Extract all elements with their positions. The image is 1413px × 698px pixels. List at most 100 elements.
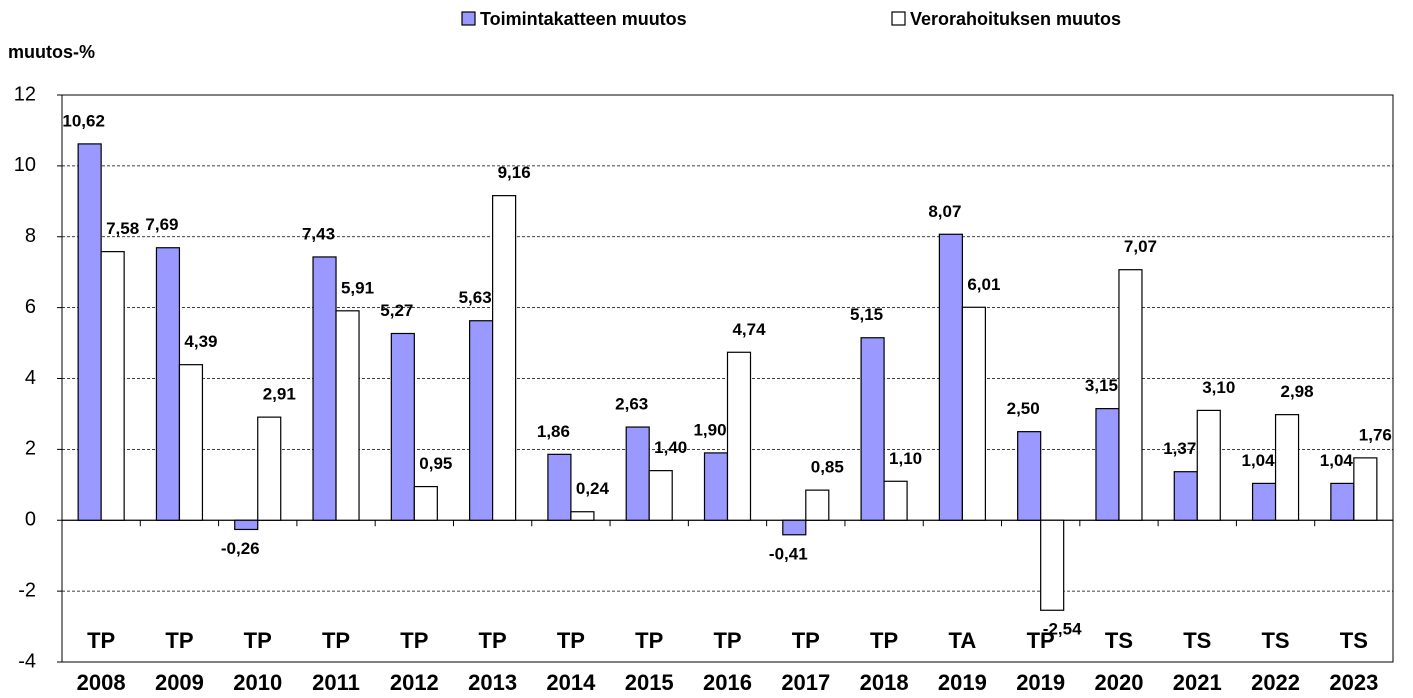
x-tick-type: TS (1183, 628, 1211, 653)
value-label: 1,76 (1359, 425, 1392, 444)
value-label: 1,86 (537, 422, 570, 441)
value-label: 5,91 (341, 278, 374, 297)
value-label: 4,74 (732, 320, 766, 339)
x-tick-label: 2012 (390, 670, 439, 695)
bar (390, 332, 415, 521)
value-label: 7,58 (106, 219, 139, 238)
value-label: 3,15 (1085, 376, 1118, 395)
bar (1118, 269, 1143, 521)
bar (938, 233, 963, 521)
value-label: 2,91 (263, 385, 296, 404)
value-label: 1,90 (693, 420, 726, 439)
bar (1095, 408, 1120, 521)
bar (155, 247, 181, 521)
value-label: 0,85 (811, 458, 844, 477)
x-tick-label: 2021 (1173, 670, 1222, 695)
legend-label: Toimintakatteen muutos (480, 9, 687, 29)
bar (1353, 457, 1378, 521)
bar (547, 453, 572, 521)
bar (469, 320, 494, 521)
x-tick-label: 2014 (546, 670, 596, 695)
x-tick-type: TP (400, 628, 428, 653)
bar (1017, 431, 1042, 521)
x-tick-label: 2019 (1016, 670, 1065, 695)
x-tick-label: 2019 (938, 670, 987, 695)
bar (77, 143, 102, 521)
bar (492, 195, 517, 521)
value-label: 9,16 (498, 163, 531, 182)
x-tick-type: TP (557, 628, 585, 653)
y-tick-label: 2 (25, 438, 36, 460)
value-label: -0,26 (221, 539, 260, 558)
bar (883, 480, 908, 521)
value-label: -2,54 (1043, 620, 1082, 639)
bar (726, 351, 752, 521)
bar (1330, 482, 1355, 521)
x-tick-type: TP (322, 628, 350, 653)
value-label: 1,40 (654, 438, 687, 457)
bar (178, 364, 204, 521)
y-tick-label: 10 (14, 154, 36, 176)
x-tick-label: 2010 (233, 670, 282, 695)
value-label: 2,50 (1007, 399, 1040, 418)
y-tick-label: 6 (25, 296, 36, 318)
bar (1040, 519, 1065, 611)
y-tick-label: 4 (25, 367, 36, 389)
value-label: 1,37 (1163, 439, 1196, 458)
bar (257, 416, 282, 521)
bar (234, 519, 259, 531)
x-tick-type: TP (1027, 628, 1055, 653)
value-label: 1,04 (1320, 451, 1354, 470)
x-tick-type: TP (792, 628, 820, 653)
bar (570, 511, 595, 521)
x-tick-type: TP (870, 628, 898, 653)
x-tick-type: TP (635, 628, 663, 653)
x-tick-label: 2022 (1251, 670, 1300, 695)
x-tick-label: 2020 (1094, 670, 1143, 695)
value-label: 5,27 (380, 301, 413, 320)
value-label: 1,04 (1242, 451, 1276, 470)
bar (312, 256, 337, 521)
bar (1274, 414, 1300, 521)
value-label: 4,39 (184, 332, 217, 351)
bar (860, 337, 885, 521)
y-tick-label: -2 (18, 579, 36, 601)
x-tick-type: TP (87, 628, 115, 653)
value-label: 7,07 (1124, 237, 1157, 256)
x-tick-type: TP (713, 628, 741, 653)
y-tick-label: -4 (18, 650, 36, 672)
value-label: 1,10 (889, 449, 922, 468)
value-label: 10,62 (62, 111, 105, 130)
bar (782, 519, 807, 536)
bar (625, 426, 650, 521)
x-tick-type: TP (244, 628, 272, 653)
x-tick-label: 2013 (468, 670, 517, 695)
y-axis-label: muutos-% (8, 42, 95, 62)
value-label: 5,15 (850, 305, 883, 324)
x-tick-label: 2016 (703, 670, 752, 695)
value-label: 2,98 (1281, 382, 1314, 401)
y-tick-label: 12 (14, 83, 36, 105)
bar (1173, 471, 1198, 521)
x-tick-label: 2008 (77, 670, 126, 695)
x-tick-label: 2017 (781, 670, 830, 695)
bar (1251, 482, 1277, 521)
x-tick-type: TP (479, 628, 507, 653)
value-label: 8,07 (928, 202, 961, 221)
x-tick-type: TS (1340, 628, 1368, 653)
legend-swatch (891, 11, 906, 26)
value-label: 5,63 (459, 288, 492, 307)
x-tick-label: 2009 (155, 670, 204, 695)
value-label: 0,24 (576, 479, 610, 498)
value-label: -0,41 (769, 544, 808, 563)
x-tick-type: TA (949, 628, 977, 653)
x-tick-type: TP (165, 628, 193, 653)
bar (648, 470, 673, 521)
x-tick-label: 2018 (860, 670, 909, 695)
legend-label: Verorahoituksen muutos (910, 9, 1121, 29)
bar (805, 489, 830, 521)
legend-swatch (461, 11, 476, 26)
bar (100, 251, 125, 521)
bar (413, 485, 438, 521)
